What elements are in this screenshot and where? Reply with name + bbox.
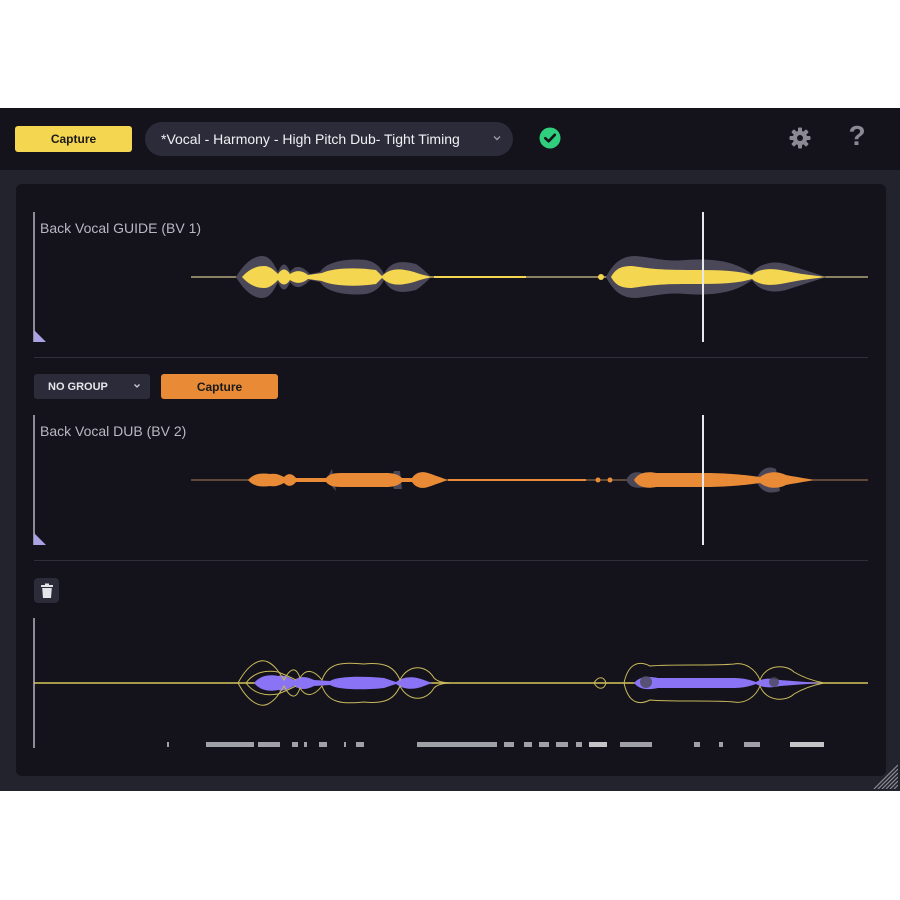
track-divider [34,560,868,561]
guide-track-label: Back Vocal GUIDE (BV 1) [40,220,202,236]
check-circle-icon [539,127,561,149]
gear-icon[interactable] [788,126,812,150]
guide-corner-handle[interactable] [34,330,46,342]
guide-waveform[interactable] [186,212,868,344]
track-divider [34,357,868,358]
match-indicator-strip [167,742,824,747]
dub-track-edge [33,415,35,545]
dub-corner-handle[interactable] [34,533,46,545]
tracks-panel: Back Vocal GUIDE (BV 1) NO GROUP Capture [16,184,886,776]
capture-dub-button[interactable]: Capture [161,374,278,399]
trash-icon [40,583,53,598]
guide-track-edge [33,212,35,342]
preset-dropdown[interactable]: *Vocal - Harmony - High Pitch Dub- Tight… [145,122,513,156]
toolbar: Capture *Vocal - Harmony - High Pitch Du… [0,108,900,170]
resize-handle[interactable] [872,763,898,789]
group-value: NO GROUP [48,380,108,393]
group-dropdown[interactable]: NO GROUP [34,374,150,399]
plugin-window: Capture *Vocal - Harmony - High Pitch Du… [0,108,900,791]
dub-track-label: Back Vocal DUB (BV 2) [40,423,187,439]
dub-waveform[interactable] [186,415,868,547]
chevron-down-icon [493,136,501,141]
delete-button[interactable] [34,578,59,603]
preset-value: *Vocal - Harmony - High Pitch Dub- Tight… [161,131,460,147]
result-waveform[interactable] [34,618,868,768]
capture-guide-button[interactable]: Capture [15,126,132,152]
chevron-down-icon [134,384,140,388]
help-icon[interactable]: ? [848,120,866,151]
